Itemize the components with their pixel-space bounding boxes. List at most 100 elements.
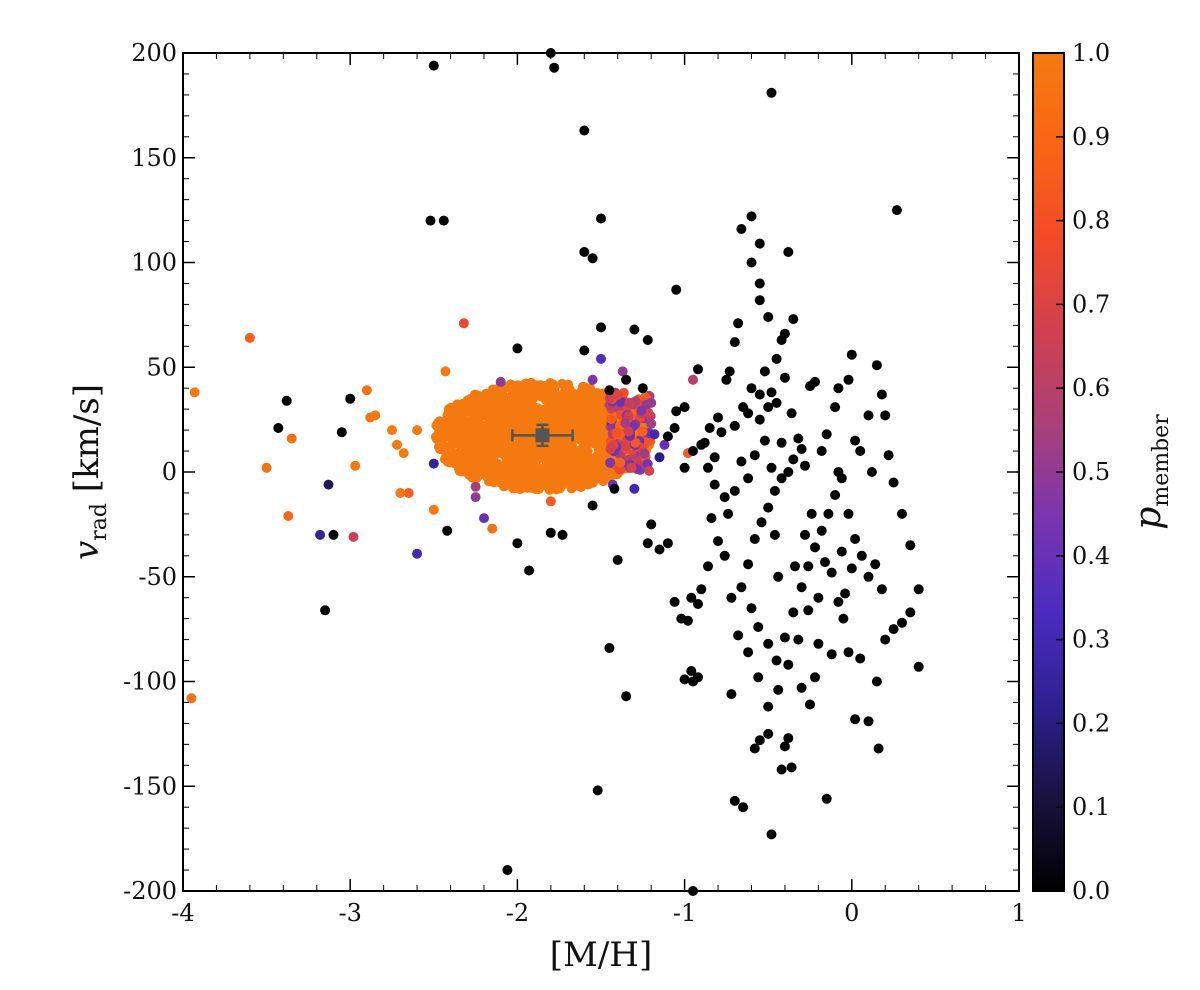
data-point xyxy=(370,410,381,421)
data-point xyxy=(866,467,877,477)
member-point xyxy=(543,477,554,488)
data-point xyxy=(816,525,827,536)
x-tick-label: -2 xyxy=(506,899,529,927)
member-point xyxy=(502,466,513,477)
data-point xyxy=(642,538,653,549)
colorbar-ticks: 0.0 0.1 0.2 0.3 0.4 0.5 0.6 0.7 0.8 0.9 1.0 xyxy=(1056,39,1110,905)
member-point xyxy=(540,412,551,423)
data-point xyxy=(766,462,777,473)
data-point xyxy=(763,502,774,513)
data-point xyxy=(805,699,815,710)
data-point xyxy=(816,446,827,456)
data-point xyxy=(470,481,481,492)
member-point xyxy=(553,469,564,480)
member-point xyxy=(580,400,591,411)
data-point xyxy=(773,684,784,695)
member-point xyxy=(495,406,506,417)
x-tick-label: -1 xyxy=(673,899,696,927)
data-point xyxy=(442,525,453,536)
data-point xyxy=(793,433,804,444)
data-point xyxy=(261,462,272,473)
data-point xyxy=(328,529,339,540)
data-point xyxy=(495,376,506,387)
data-point xyxy=(913,584,924,595)
member-point xyxy=(512,411,523,422)
member-point xyxy=(466,456,477,467)
data-point xyxy=(726,689,737,700)
data-point xyxy=(716,427,727,438)
member-point xyxy=(584,476,595,487)
data-point xyxy=(769,529,780,540)
member-point xyxy=(455,410,466,421)
member-point xyxy=(462,445,473,456)
data-point xyxy=(771,655,782,666)
data-point xyxy=(800,460,810,471)
data-point xyxy=(345,393,356,404)
member-point xyxy=(447,436,458,447)
y-tick-label: 200 xyxy=(131,39,177,67)
data-point xyxy=(719,550,730,561)
data-point xyxy=(512,538,523,549)
member-point xyxy=(586,465,597,476)
member-point xyxy=(615,457,626,468)
data-point xyxy=(487,523,498,534)
data-point xyxy=(609,483,620,494)
member-point xyxy=(505,479,516,489)
colorbar-title: pmember xyxy=(1128,414,1174,530)
data-point xyxy=(713,536,723,547)
data-point xyxy=(669,596,680,607)
data-point xyxy=(763,312,774,322)
data-point xyxy=(743,473,754,484)
data-point xyxy=(813,592,824,603)
data-point xyxy=(729,795,740,806)
data-point xyxy=(753,622,764,632)
data-point xyxy=(846,349,857,360)
data-point xyxy=(897,617,907,628)
data-point xyxy=(662,538,673,549)
data-point xyxy=(876,389,887,400)
data-point xyxy=(833,467,844,477)
member-point xyxy=(479,445,490,456)
data-point xyxy=(512,343,523,354)
x-tick-label: 0 xyxy=(844,899,859,927)
colorbar-tick-label: 0.5 xyxy=(1072,458,1110,486)
member-point xyxy=(550,409,561,419)
data-point xyxy=(662,431,673,442)
data-point xyxy=(897,508,907,519)
data-point xyxy=(836,546,847,557)
data-point xyxy=(783,467,794,477)
data-point xyxy=(776,473,787,484)
member-point xyxy=(473,414,484,425)
data-point xyxy=(596,353,606,364)
data-point xyxy=(905,540,916,551)
data-point xyxy=(788,454,799,465)
data-point xyxy=(763,638,774,649)
data-point xyxy=(743,647,754,658)
data-point xyxy=(838,613,849,624)
member-point xyxy=(555,424,566,435)
member-point xyxy=(598,467,609,478)
member-point xyxy=(545,466,555,477)
data-point xyxy=(754,278,765,289)
data-point xyxy=(361,385,372,396)
data-point xyxy=(773,571,784,582)
data-point xyxy=(545,496,556,507)
member-point xyxy=(487,384,498,395)
data-point xyxy=(850,534,861,544)
member-point xyxy=(530,461,541,472)
data-point xyxy=(736,582,747,593)
y-tick-label: -150 xyxy=(123,772,177,800)
member-point xyxy=(558,398,569,409)
data-point xyxy=(428,458,439,469)
data-point xyxy=(703,462,713,473)
member-point xyxy=(478,424,489,435)
data-point xyxy=(843,508,854,519)
data-point xyxy=(855,446,866,456)
data-point xyxy=(281,395,292,406)
data-point xyxy=(403,488,414,498)
data-point xyxy=(733,318,744,329)
colorbar-tick-label: 0.0 xyxy=(1072,877,1110,905)
data-point xyxy=(596,322,606,333)
member-point xyxy=(486,414,497,425)
member-point xyxy=(541,450,552,461)
